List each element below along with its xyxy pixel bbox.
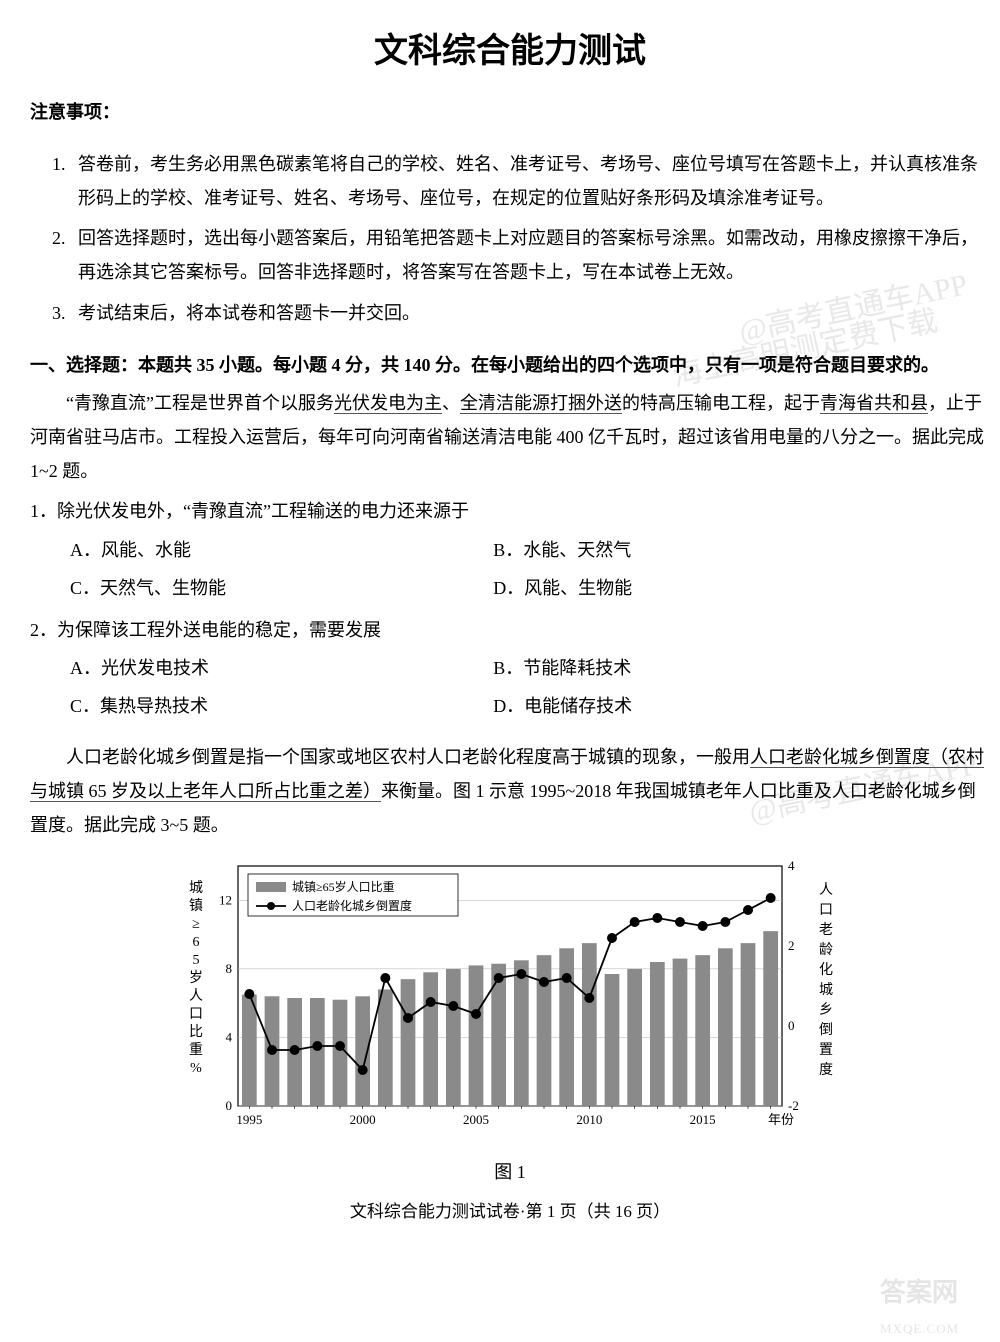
svg-text:1995: 1995 — [236, 1112, 262, 1127]
svg-text:老: 老 — [819, 922, 833, 938]
passage-1a: “青豫直流”工程是世界首个以服务 — [66, 393, 334, 413]
passage-1-mid: 、 — [442, 393, 460, 413]
instruction-item: 回答选择题时，选出每小题答案后，用铅笔把答题卡上对应题目的答案标号涂黑。如需改动… — [70, 221, 990, 289]
q1-opt-c: C．天然气、生物能 — [70, 571, 493, 605]
svg-text:比: 比 — [189, 1024, 203, 1040]
watermark-brand-text: 答案网 — [880, 1268, 990, 1317]
svg-text:人: 人 — [189, 988, 203, 1004]
q1-opt-b: B．水能、天然气 — [493, 533, 916, 567]
q2-options: A．光伏发电技术 B．节能降耗技术 C．集热导热技术 D．电能储存技术 — [30, 649, 990, 725]
svg-text:镇: 镇 — [189, 898, 203, 914]
svg-text:0: 0 — [788, 1018, 795, 1033]
svg-text:2005: 2005 — [463, 1112, 489, 1127]
svg-text:人: 人 — [819, 882, 833, 898]
svg-text:0: 0 — [226, 1098, 233, 1113]
svg-text:5: 5 — [193, 953, 200, 968]
svg-text:倒: 倒 — [819, 1022, 833, 1038]
svg-text:化: 化 — [819, 962, 833, 978]
q2-opt-a: A．光伏发电技术 — [70, 651, 493, 685]
q1-opt-d: D．风能、生物能 — [493, 571, 916, 605]
svg-text:年份: 年份 — [768, 1112, 794, 1127]
chart-svg: 04812-202419952000200520102015年份城镇≥65岁人口… — [180, 852, 840, 1142]
instruction-item: 考试结束后，将本试卷和答题卡一并交回。 — [70, 296, 990, 330]
svg-text:4: 4 — [788, 858, 795, 873]
svg-text:口: 口 — [189, 1007, 203, 1022]
page-footer: 文科综合能力测试试卷·第 1 页（共 16 页） — [30, 1196, 990, 1228]
svg-text:≥: ≥ — [192, 917, 200, 932]
svg-text:城: 城 — [189, 880, 203, 896]
passage-1b: 的特高压输电工程，起于 — [622, 393, 820, 413]
svg-text:置: 置 — [819, 1042, 833, 1058]
q1-stem: 1．除光伏发电外，“青豫直流”工程输送的电力还来源于 — [30, 494, 990, 528]
svg-text:岁: 岁 — [189, 970, 203, 986]
passage-1: “青豫直流”工程是世界首个以服务光伏发电为主、全清洁能源打捆外送的特高压输电工程… — [30, 386, 990, 489]
svg-text:12: 12 — [219, 892, 232, 907]
figure-1-chart: 04812-202419952000200520102015年份城镇≥65岁人口… — [30, 852, 990, 1153]
figure-1-caption: 图 1 — [30, 1155, 990, 1189]
passage-1-u1: 光伏发电为主 — [334, 393, 442, 414]
svg-text:8: 8 — [226, 961, 233, 976]
svg-text:度: 度 — [819, 1062, 833, 1078]
q2-opt-c: C．集热导热技术 — [70, 689, 493, 723]
svg-text:重: 重 — [189, 1042, 203, 1058]
instruction-item: 答卷前，考生务必用黑色碳素笔将自己的学校、姓名、准考证号、考场号、座位号填写在答… — [70, 147, 990, 215]
watermark-brand-url: MXQE.COM — [880, 1317, 990, 1342]
page-title: 文科综合能力测试 — [30, 20, 990, 85]
passage-1-u2: 全清洁能源打捆外送 — [460, 393, 622, 414]
passage-1-u3: 青海省共和县 — [820, 393, 928, 414]
passage-2: 人口老龄化城乡倒置是指一个国家或地区农村人口老龄化程度高于城镇的现象，一般用人口… — [30, 740, 990, 843]
svg-text:人口老龄化城乡倒置度: 人口老龄化城乡倒置度 — [292, 898, 412, 913]
instructions-list: 答卷前，考生务必用黑色碳素笔将自己的学校、姓名、准考证号、考场号、座位号填写在答… — [30, 147, 990, 330]
q2-stem: 2．为保障该工程外送电能的稳定，需要发展 — [30, 613, 990, 647]
q2-opt-d: D．电能储存技术 — [493, 689, 916, 723]
svg-text:城: 城 — [819, 982, 833, 998]
svg-text:2000: 2000 — [350, 1112, 376, 1127]
passage-2a: 人口老龄化城乡倒置是指一个国家或地区农村人口老龄化程度高于城镇的现象，一般用 — [66, 747, 750, 767]
svg-text:口: 口 — [819, 903, 833, 918]
svg-text:城镇≥65岁人口比重: 城镇≥65岁人口比重 — [292, 879, 395, 894]
watermark-brand: 答案网 MXQE.COM — [880, 1268, 990, 1313]
svg-text:2010: 2010 — [576, 1112, 602, 1127]
svg-text:2015: 2015 — [690, 1112, 716, 1127]
svg-text:2: 2 — [788, 938, 795, 953]
svg-text:龄: 龄 — [819, 942, 833, 958]
svg-text:4: 4 — [226, 1030, 233, 1045]
q1-opt-a: A．风能、水能 — [70, 533, 493, 567]
svg-text:-2: -2 — [788, 1098, 799, 1113]
svg-text:6: 6 — [193, 935, 200, 950]
notice-header: 注意事项： — [30, 95, 990, 129]
section-1-head: 一、选择题：本题共 35 小题。每小题 4 分，共 140 分。在每小题给出的四… — [30, 348, 990, 382]
q2-opt-b: B．节能降耗技术 — [493, 651, 916, 685]
svg-text:%: % — [190, 1061, 202, 1076]
q1-options: A．风能、水能 B．水能、天然气 C．天然气、生物能 D．风能、生物能 — [30, 531, 990, 607]
svg-text:乡: 乡 — [819, 1003, 833, 1018]
